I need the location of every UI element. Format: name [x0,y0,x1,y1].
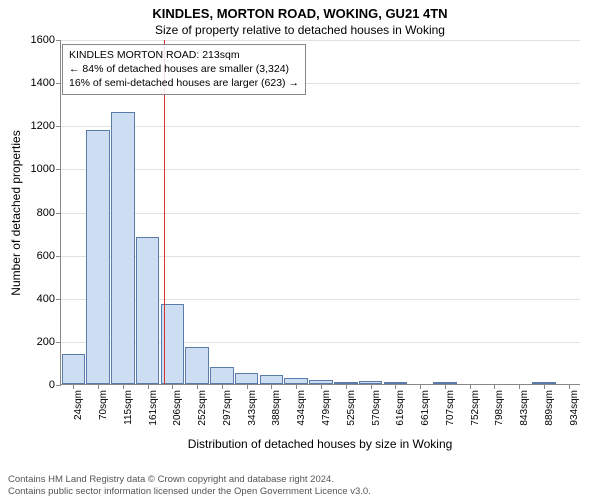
xtick-mark [123,384,124,389]
xtick-mark [470,384,471,389]
ytick-label: 1200 [31,120,61,132]
histogram-bar [62,354,86,384]
ytick-label: 0 [49,379,61,391]
xtick-mark [271,384,272,389]
x-axis-label: Distribution of detached houses by size … [60,437,580,451]
xtick-label: 206sqm [172,390,183,426]
xtick-mark [569,384,570,389]
xtick-mark [420,384,421,389]
xtick-mark [519,384,520,389]
histogram-bar [260,375,284,384]
xtick-mark [346,384,347,389]
ytick-label: 600 [37,250,61,262]
histogram-bar [111,112,135,384]
xtick-label: 343sqm [247,390,258,426]
xtick-label: 434sqm [296,390,307,426]
xtick-label: 934sqm [569,390,580,426]
histogram-bar [185,347,209,384]
xtick-mark [148,384,149,389]
annotation-line3: 16% of semi-detached houses are larger (… [69,76,299,90]
xtick-label: 889sqm [544,390,555,426]
xtick-mark [222,384,223,389]
xtick-label: 570sqm [371,390,382,426]
xtick-label: 525sqm [346,390,357,426]
histogram-bar [86,130,110,384]
ytick-label: 400 [37,293,61,305]
xtick-label: 297sqm [222,390,233,426]
xtick-label: 752sqm [470,390,481,426]
footer-attribution: Contains HM Land Registry data © Crown c… [8,474,371,498]
xtick-mark [98,384,99,389]
xtick-mark [296,384,297,389]
xtick-mark [197,384,198,389]
ytick-label: 200 [37,336,61,348]
xtick-label: 388sqm [271,390,282,426]
footer-line2: Contains public sector information licen… [8,486,371,498]
chart-title: KINDLES, MORTON ROAD, WOKING, GU21 4TN [0,0,600,21]
xtick-mark [544,384,545,389]
xtick-label: 252sqm [197,390,208,426]
xtick-label: 479sqm [321,390,332,426]
xtick-label: 616sqm [395,390,406,426]
histogram-bar [210,367,234,384]
annotation-line1: KINDLES MORTON ROAD: 213sqm [69,48,299,62]
reference-annotation: KINDLES MORTON ROAD: 213sqm ← 84% of det… [62,44,306,95]
xtick-label: 707sqm [445,390,456,426]
chart-subtitle: Size of property relative to detached ho… [0,21,600,37]
gridline [61,126,580,127]
gridline [61,213,580,214]
xtick-label: 798sqm [494,390,505,426]
xtick-label: 161sqm [148,390,159,426]
xtick-mark [73,384,74,389]
footer-line1: Contains HM Land Registry data © Crown c… [8,474,371,486]
xtick-mark [371,384,372,389]
histogram-bar [136,237,160,384]
xtick-label: 70sqm [98,390,109,420]
histogram-bar [235,373,259,384]
ytick-label: 800 [37,207,61,219]
xtick-mark [172,384,173,389]
xtick-mark [395,384,396,389]
xtick-label: 24sqm [73,390,84,420]
xtick-mark [494,384,495,389]
annotation-line2: ← 84% of detached houses are smaller (3,… [69,62,299,76]
ytick-label: 1000 [31,163,61,175]
xtick-mark [321,384,322,389]
ytick-label: 1400 [31,77,61,89]
xtick-label: 843sqm [519,390,530,426]
xtick-mark [445,384,446,389]
xtick-mark [247,384,248,389]
gridline [61,169,580,170]
xtick-label: 115sqm [123,390,134,425]
y-axis-label: Number of detached properties [9,130,23,295]
ytick-label: 1600 [31,34,61,46]
xtick-label: 661sqm [420,390,431,426]
gridline [61,40,580,41]
